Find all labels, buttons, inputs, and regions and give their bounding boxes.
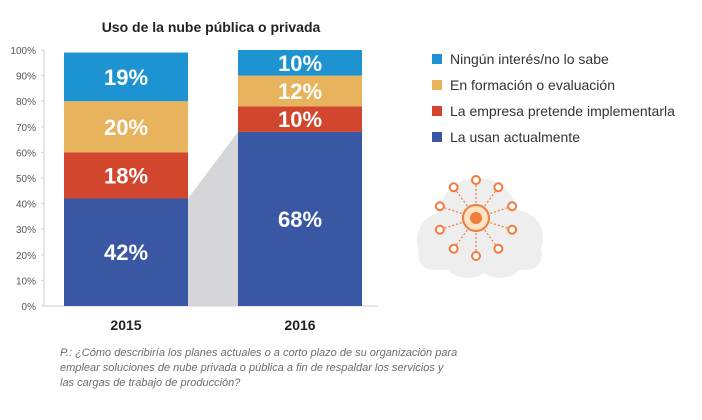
y-tick-label: 60% bbox=[16, 148, 36, 159]
network-node bbox=[448, 182, 459, 193]
network-node bbox=[507, 201, 518, 212]
y-tick-label: 50% bbox=[16, 174, 36, 185]
data-label: 10% bbox=[278, 51, 322, 76]
network-node bbox=[471, 175, 481, 185]
x-axis: 2015 2016 bbox=[110, 317, 315, 333]
connector-band-shape bbox=[188, 131, 238, 306]
network-node bbox=[507, 224, 518, 235]
data-label: 12% bbox=[278, 79, 322, 104]
cloud-network-icon bbox=[417, 175, 543, 278]
bar-segment bbox=[238, 75, 362, 107]
bar-segment bbox=[64, 101, 188, 153]
y-tick-label: 0% bbox=[22, 302, 37, 313]
data-label: 10% bbox=[278, 107, 322, 132]
bar-segment bbox=[238, 106, 362, 132]
network-node bbox=[471, 251, 481, 261]
question-note: P.: ¿Cómo describiría los planes actuale… bbox=[60, 347, 458, 389]
legend-label: La usan actualmente bbox=[450, 129, 580, 145]
connector-band bbox=[188, 131, 238, 306]
bar-segment bbox=[64, 52, 188, 102]
y-tick-label: 70% bbox=[16, 123, 36, 134]
y-tick-label: 40% bbox=[16, 200, 36, 211]
legend-label: Ningún interés/no lo sabe bbox=[450, 51, 609, 67]
legend-swatch bbox=[432, 106, 442, 116]
bar-segment bbox=[238, 50, 362, 76]
network-node bbox=[434, 201, 445, 212]
network-node bbox=[493, 182, 504, 193]
network-node bbox=[448, 243, 459, 254]
chart-title: Uso de la nube pública o privada bbox=[102, 19, 321, 35]
legend: Ningún interés/no lo sabe En formación o … bbox=[432, 51, 675, 145]
legend-swatch bbox=[432, 80, 442, 90]
y-tick-label: 30% bbox=[16, 225, 36, 236]
bars: 42% 18% 20% 19% 68% 10% 12% 10% bbox=[64, 50, 362, 306]
data-label: 42% bbox=[104, 240, 148, 265]
legend-label: La empresa pretende implementarla bbox=[450, 103, 675, 119]
data-label: 20% bbox=[104, 115, 148, 140]
y-tick-label: 80% bbox=[16, 97, 36, 108]
y-tick-label: 10% bbox=[16, 276, 36, 287]
legend-swatch bbox=[432, 54, 442, 64]
network-node bbox=[493, 243, 504, 254]
network-node bbox=[434, 224, 445, 235]
legend-swatch bbox=[432, 132, 442, 142]
hub-center bbox=[470, 212, 482, 224]
category-label: 2015 bbox=[110, 317, 141, 333]
bar-segment bbox=[238, 131, 362, 306]
y-tick-label: 100% bbox=[10, 46, 36, 57]
data-label: 68% bbox=[278, 207, 322, 232]
legend-label: En formación o evaluación bbox=[450, 77, 615, 93]
y-tick-label: 20% bbox=[16, 251, 36, 262]
bar-segment bbox=[64, 152, 188, 199]
data-label: 18% bbox=[104, 163, 148, 188]
data-label: 19% bbox=[104, 65, 148, 90]
category-label: 2016 bbox=[284, 317, 315, 333]
bar-segment bbox=[64, 198, 188, 306]
y-tick-label: 90% bbox=[16, 72, 36, 83]
